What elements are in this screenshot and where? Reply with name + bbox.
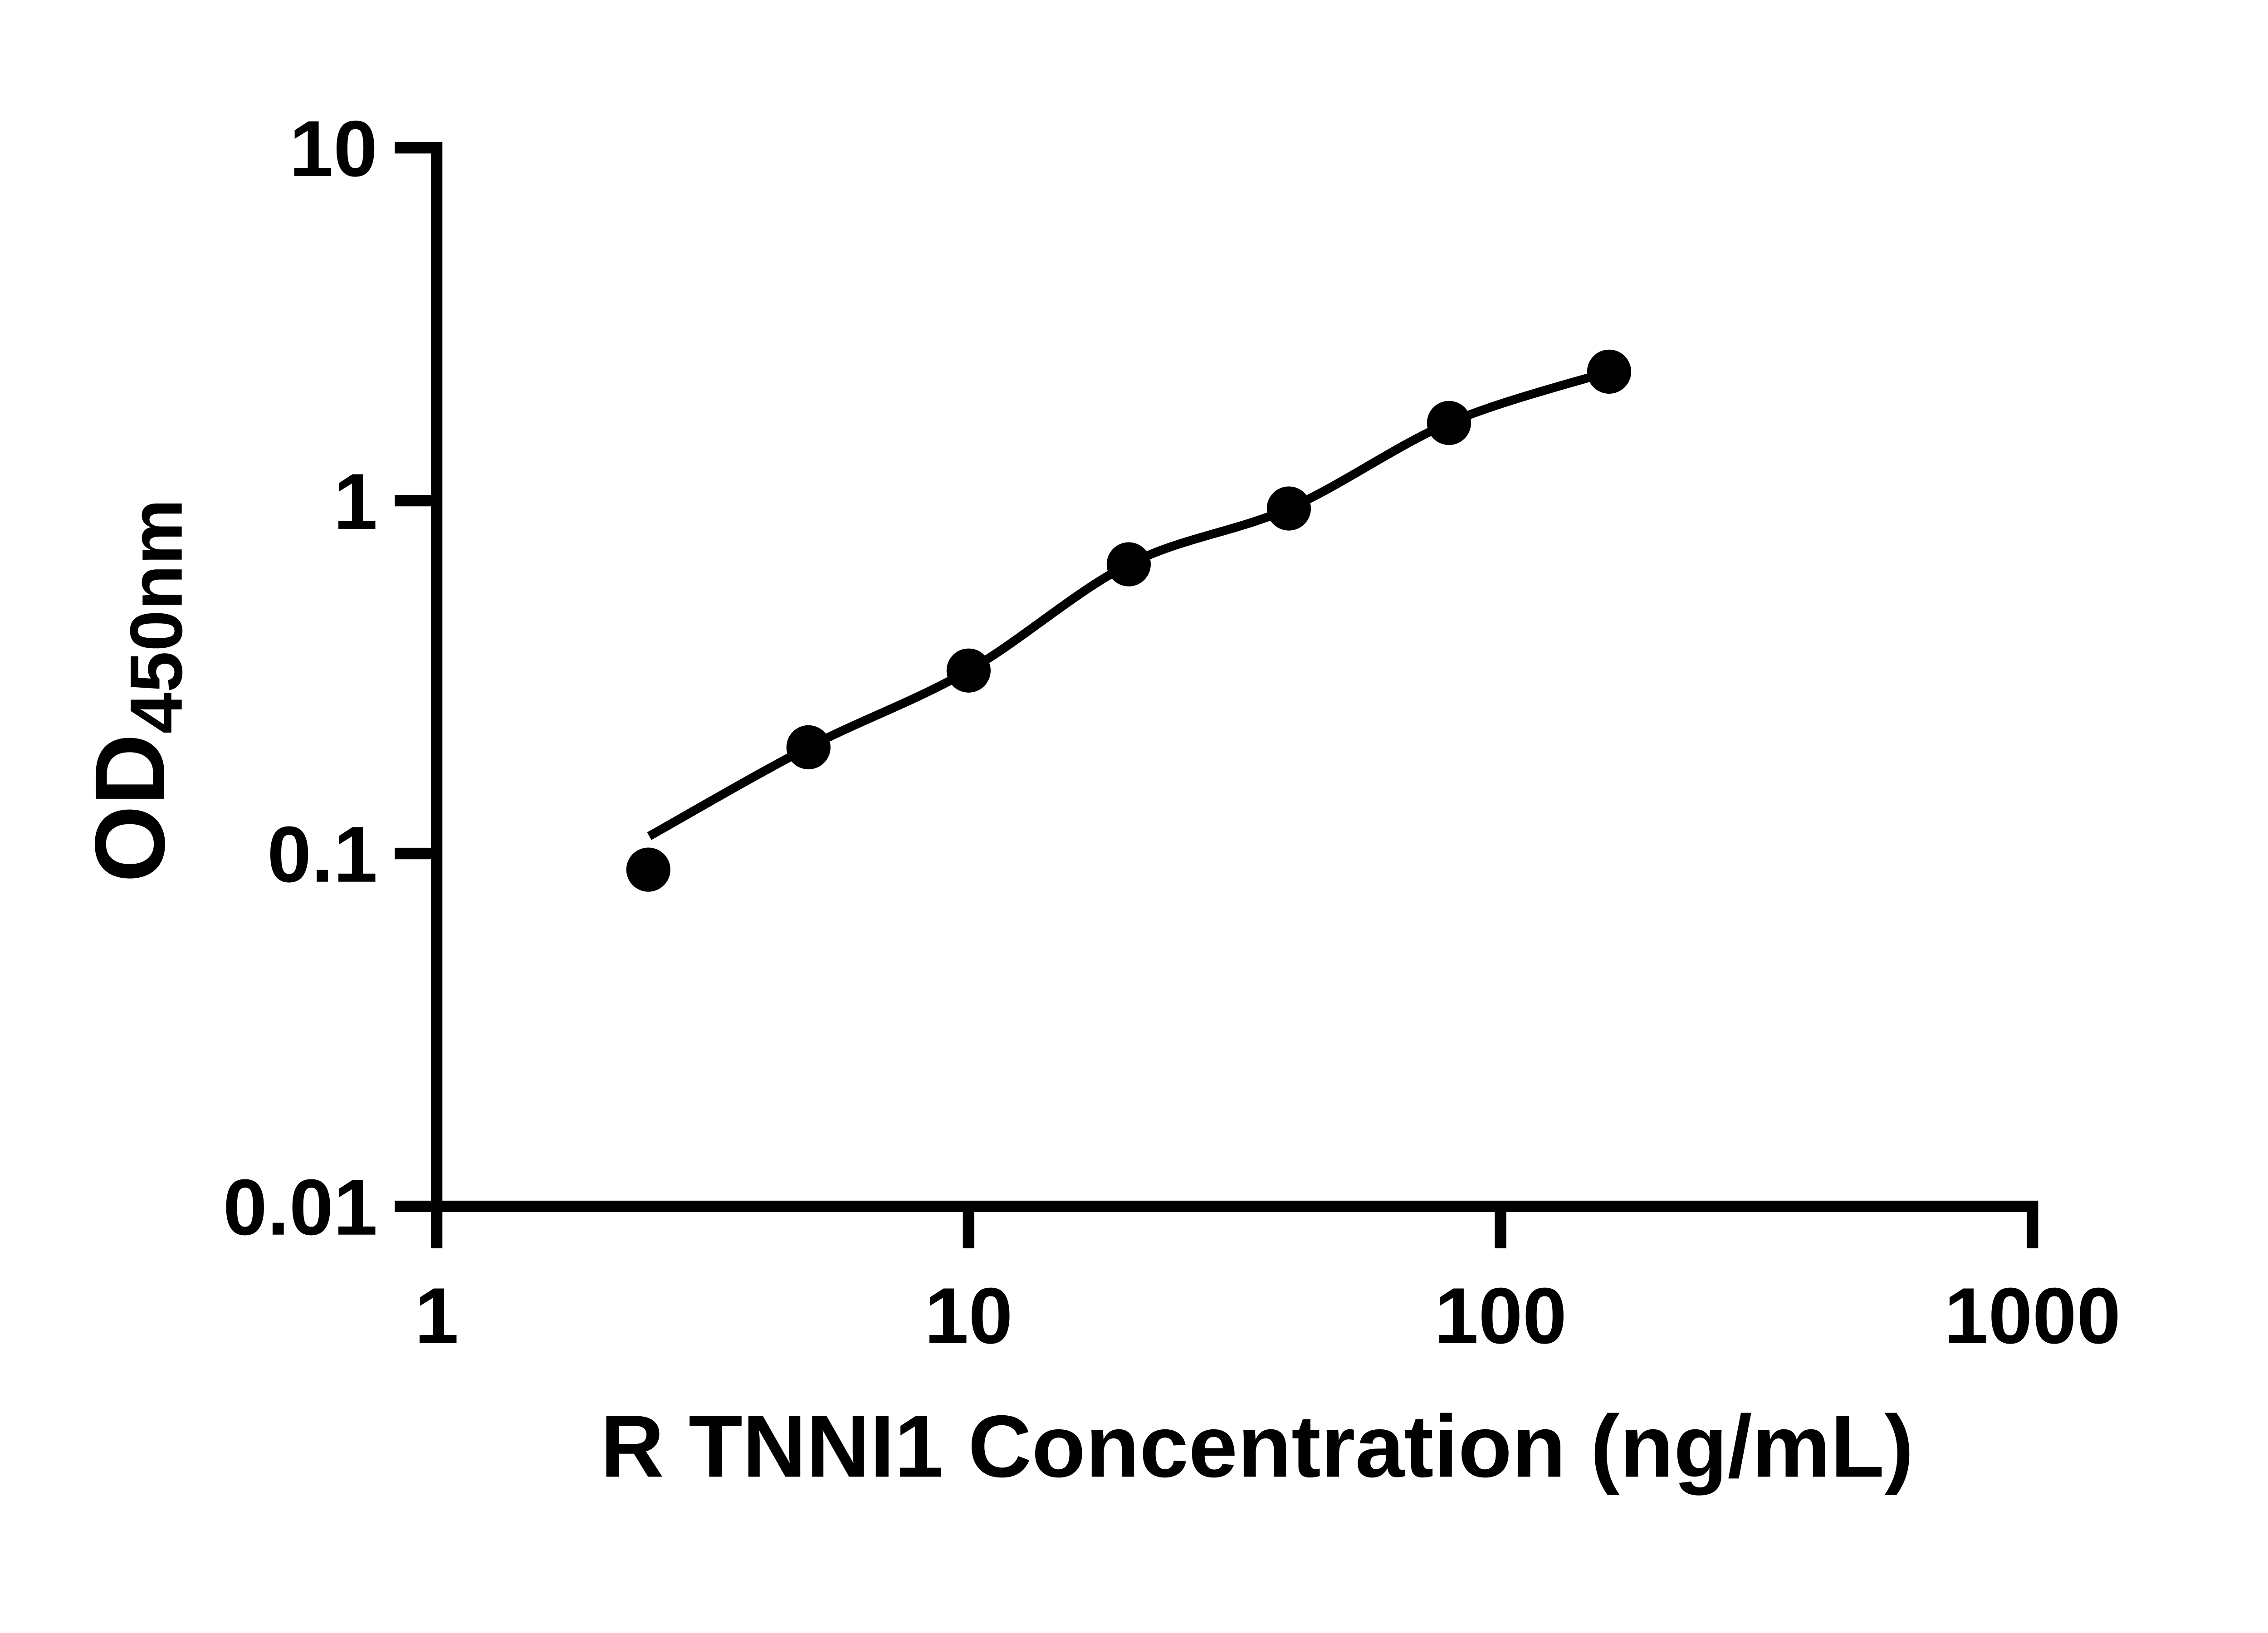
y-tick-label: 0.1 bbox=[267, 811, 377, 899]
y-axis-title: OD450nm bbox=[75, 499, 198, 883]
y-tick-label: 1 bbox=[333, 458, 377, 546]
x-tick-label: 1 bbox=[415, 1272, 459, 1360]
data-point-marker bbox=[626, 847, 670, 892]
chart-background bbox=[0, 0, 2268, 1588]
x-tick-label: 100 bbox=[1434, 1272, 1567, 1360]
x-tick-label: 10 bbox=[924, 1272, 1013, 1360]
x-axis-title: R TNNI1 Concentration (ng/mL) bbox=[601, 1398, 1914, 1496]
y-axis-title-subscript: 450nm bbox=[115, 499, 198, 734]
data-point-marker bbox=[946, 648, 991, 693]
data-point-marker bbox=[1587, 349, 1632, 394]
elisa-standard-curve-figure: 10 1 0.1 0.01 1 10 100 1000 OD450nm R TNNI1 Co… bbox=[0, 0, 2268, 1588]
y-tick-label: 0.01 bbox=[223, 1164, 378, 1252]
data-points bbox=[626, 349, 1632, 892]
standard-curve-chart: 10 1 0.1 0.01 1 10 100 1000 OD450nm R TNNI1 Co… bbox=[0, 0, 2268, 1588]
data-point-marker bbox=[786, 725, 831, 770]
data-point-marker bbox=[1266, 486, 1311, 531]
x-tick-label: 1000 bbox=[1944, 1272, 2121, 1360]
x-axis-ticks: 1 10 100 1000 bbox=[415, 1206, 2121, 1360]
y-tick-label: 10 bbox=[289, 105, 378, 193]
data-point-marker bbox=[1106, 542, 1151, 587]
data-point-marker bbox=[1427, 401, 1471, 445]
y-axis-title-main: OD bbox=[75, 733, 186, 882]
y-axis-ticks: 10 1 0.1 0.01 bbox=[223, 105, 437, 1252]
